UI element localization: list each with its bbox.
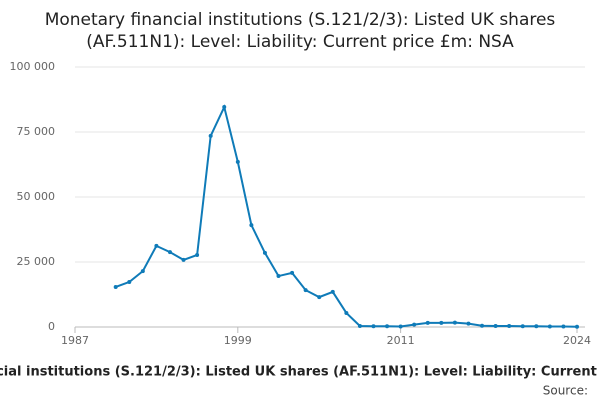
data-point — [208, 133, 213, 138]
data-point — [317, 295, 322, 300]
x-tick-label: 2011 — [387, 334, 415, 347]
data-point — [167, 250, 172, 255]
data-point — [575, 324, 579, 329]
data-point — [452, 320, 457, 325]
data-line — [115, 104, 578, 328]
data-point — [371, 324, 376, 329]
data-point — [249, 223, 254, 228]
data-point — [385, 324, 390, 329]
data-point — [127, 280, 132, 285]
chart-title: Monetary financial institutions (S.121/2… — [45, 10, 556, 30]
x-tick-label: 1999 — [224, 334, 252, 347]
y-tick-label: 75 000 — [17, 125, 56, 138]
data-point — [480, 323, 485, 328]
data-point — [276, 274, 281, 279]
data-point — [547, 324, 552, 329]
y-tick-label: 50 000 — [17, 190, 56, 203]
data-point — [493, 323, 498, 328]
x-tick-label: 2024 — [563, 334, 591, 347]
y-tick-label: 100 000 — [10, 60, 56, 73]
data-point — [113, 284, 118, 289]
data-point — [357, 323, 362, 328]
data-point — [290, 270, 295, 275]
data-point — [235, 159, 240, 164]
data-point — [561, 324, 566, 329]
chart-title: (AF.511N1): Level: Liability: Current pr… — [86, 32, 514, 52]
data-point — [222, 105, 227, 110]
y-tick-label: 25 000 — [17, 255, 56, 268]
data-point — [398, 324, 403, 329]
data-point — [507, 323, 512, 328]
x-tick-label: 1987 — [61, 334, 89, 347]
data-point — [425, 320, 430, 325]
data-point — [154, 243, 159, 248]
data-point — [330, 289, 335, 294]
data-point — [181, 257, 186, 262]
data-point — [520, 324, 525, 329]
x-axis-label: Monetary financial institutions (S.121/2… — [0, 365, 600, 380]
data-point — [534, 324, 539, 329]
data-point — [195, 252, 200, 257]
data-point — [466, 321, 471, 326]
data-point — [262, 250, 267, 255]
data-point — [140, 269, 145, 274]
data-point — [439, 320, 444, 325]
data-point — [412, 322, 417, 327]
y-tick-label: 0 — [48, 320, 55, 333]
data-point — [303, 288, 308, 293]
data-point — [344, 310, 349, 315]
source-label: Source: — [543, 384, 588, 398]
